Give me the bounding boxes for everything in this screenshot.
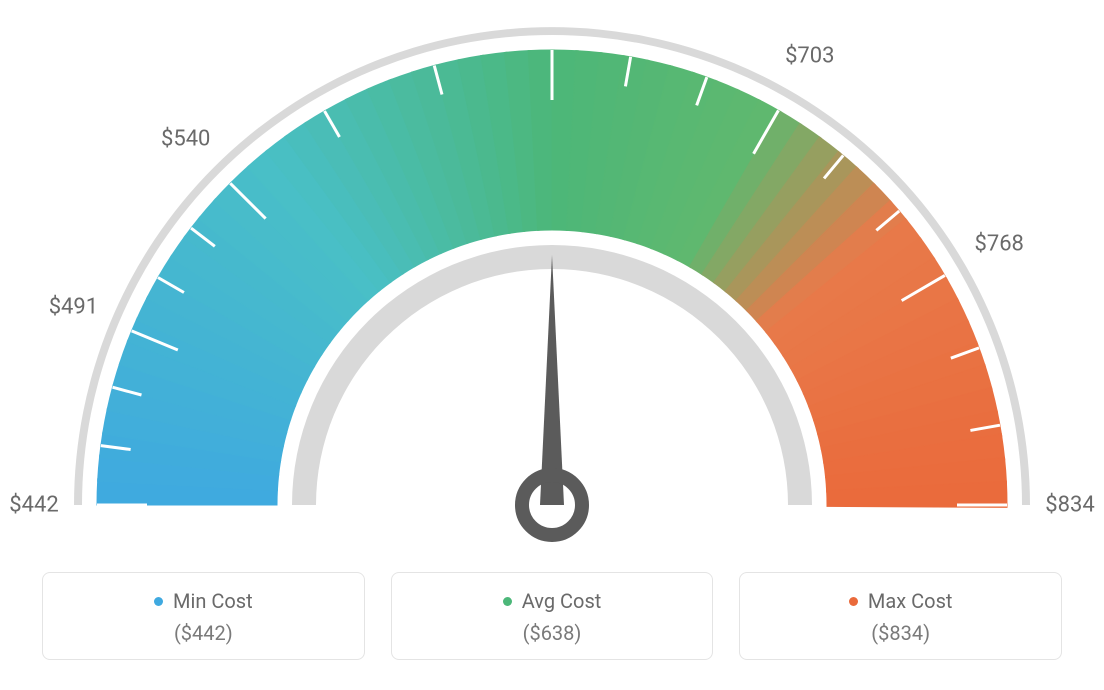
- gauge-tick-label: $768: [974, 231, 1023, 256]
- legend-value: ($638): [400, 621, 705, 645]
- legend-title-max: Max Cost: [849, 589, 953, 613]
- cost-gauge: $442$491$540$638$703$768$834: [0, 0, 1104, 560]
- legend-card-max: Max Cost ($834): [739, 572, 1062, 660]
- gauge-tick-label: $442: [9, 493, 58, 518]
- gauge-svg: [0, 0, 1104, 560]
- legend-label: Avg Cost: [522, 589, 602, 613]
- dot-icon: [503, 597, 512, 606]
- gauge-tick-label: $491: [49, 294, 98, 319]
- legend-title-avg: Avg Cost: [503, 589, 602, 613]
- legend-value: ($834): [748, 621, 1053, 645]
- dot-icon: [154, 597, 163, 606]
- legend-value: ($442): [51, 621, 356, 645]
- legend-title-min: Min Cost: [154, 589, 253, 613]
- legend-label: Min Cost: [173, 589, 253, 613]
- legend-label: Max Cost: [868, 589, 953, 613]
- legend-card-avg: Avg Cost ($638): [391, 572, 714, 660]
- gauge-tick-label: $540: [161, 126, 210, 151]
- legend-card-min: Min Cost ($442): [42, 572, 365, 660]
- gauge-tick-label: $834: [1045, 493, 1094, 518]
- dot-icon: [849, 597, 858, 606]
- legend-row: Min Cost ($442) Avg Cost ($638) Max Cost…: [42, 572, 1062, 660]
- gauge-tick-label: $703: [785, 43, 834, 68]
